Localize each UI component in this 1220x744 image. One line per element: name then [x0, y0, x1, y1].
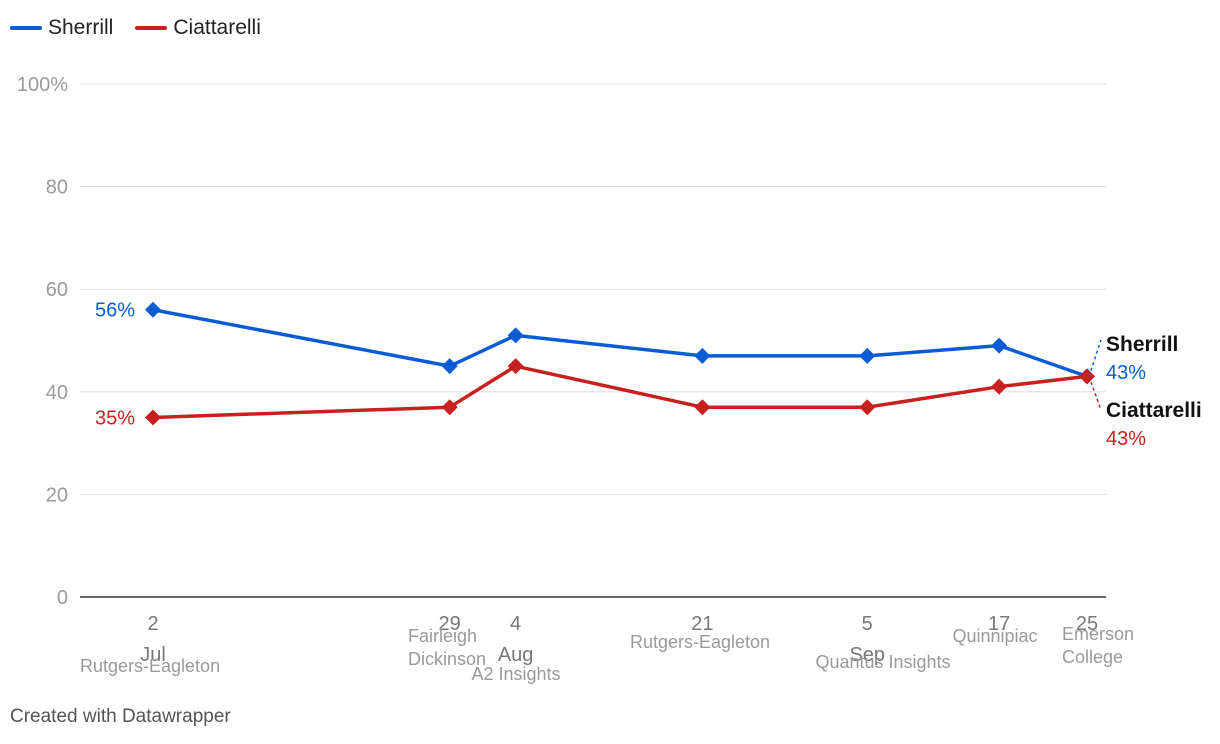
y-tick-label-60: 60 — [46, 279, 68, 301]
series-line-sherrill — [152, 308, 1088, 379]
pollster-label: A2 Insights — [471, 664, 560, 684]
data-point-ciattarelli — [694, 399, 711, 416]
pollster-label-line: Quantus Insights — [815, 652, 950, 672]
x-tick-label: 5 — [862, 613, 873, 635]
data-point-ciattarelli — [991, 378, 1008, 395]
data-point-sherrill — [991, 337, 1008, 354]
pollster-label-line: Fairleigh — [408, 626, 477, 646]
data-point-sherrill — [859, 347, 876, 364]
legend-item-sherrill[interactable]: Sherrill — [10, 16, 113, 40]
y-tick-label-80: 80 — [46, 177, 68, 199]
data-point-ciattarelli — [507, 358, 524, 375]
pollster-label-line: Emerson — [1062, 624, 1134, 644]
end-value-label-ciattarelli: 43% — [1106, 428, 1146, 450]
end-series-name-sherrill: Sherrill — [1106, 333, 1178, 356]
x-month-label-sep: Sep — [849, 644, 885, 666]
x-month-label-aug: Aug — [498, 644, 534, 666]
y-tick-label-0: 0 — [57, 587, 68, 609]
data-point-sherrill — [145, 301, 161, 318]
legend-label-sherrill: Sherrill — [48, 16, 114, 39]
end-connector-sherrill — [1088, 339, 1102, 377]
data-point-ciattarelli — [859, 399, 876, 416]
x-tick-label: 21 — [691, 613, 713, 635]
pollster-label-line: College — [1062, 647, 1123, 667]
pollster-label: Rutgers-Eagleton — [80, 656, 220, 676]
y-tick-label-40: 40 — [46, 382, 68, 404]
end-connector-ciattarelli — [1088, 376, 1102, 411]
x-tick-label: 29 — [439, 613, 461, 635]
pollster-label: Fairleigh Dickinson — [408, 626, 486, 669]
pollster-label: Emerson College — [1062, 624, 1134, 667]
pollster-label-line: Rutgers-Eagleton — [630, 632, 770, 652]
end-series-name-ciattarelli: Ciattarelli — [1106, 399, 1202, 422]
end-value-label-sherrill: 43% — [1106, 362, 1146, 384]
pollster-label-line: Dickinson — [408, 649, 486, 669]
data-point-ciattarelli — [441, 399, 458, 416]
legend-label-ciattarelli: Ciattarelli — [173, 16, 261, 39]
credit-text: Created with Datawrapper — [10, 706, 231, 727]
pollster-label-line: A2 Insights — [471, 664, 560, 684]
x-tick-label: 17 — [988, 613, 1010, 635]
x-tick-label: 4 — [510, 613, 521, 635]
x-month-label-jul: Jul — [140, 644, 166, 666]
y-tick-label-20: 20 — [46, 484, 68, 506]
legend-swatch-sherrill — [10, 26, 42, 30]
pollster-label: Quantus Insights — [815, 652, 950, 672]
data-point-sherrill — [507, 327, 524, 344]
legend-swatch-ciattarelli — [135, 26, 168, 30]
data-point-ciattarelli — [1079, 368, 1095, 385]
pollster-label: Quinnipiac — [952, 626, 1037, 646]
data-point-sherrill — [441, 358, 458, 375]
pollster-label: Rutgers-Eagleton — [630, 632, 770, 652]
legend-item-ciattarelli[interactable]: Ciattarelli — [135, 16, 261, 40]
pollster-label-line: Rutgers-Eagleton — [80, 656, 220, 676]
pollster-label-line: Quinnipiac — [952, 626, 1037, 646]
legend: Sherrill Ciattarelli — [10, 16, 261, 40]
x-tick-label: 2 — [147, 613, 158, 635]
x-tick-label: 25 — [1076, 613, 1098, 635]
start-value-label-sherrill: 56% — [95, 300, 135, 322]
data-point-ciattarelli — [145, 409, 161, 426]
data-point-sherrill — [694, 347, 711, 364]
y-tick-label-100: 100% — [17, 74, 68, 96]
start-value-label-ciattarelli: 35% — [95, 407, 135, 429]
